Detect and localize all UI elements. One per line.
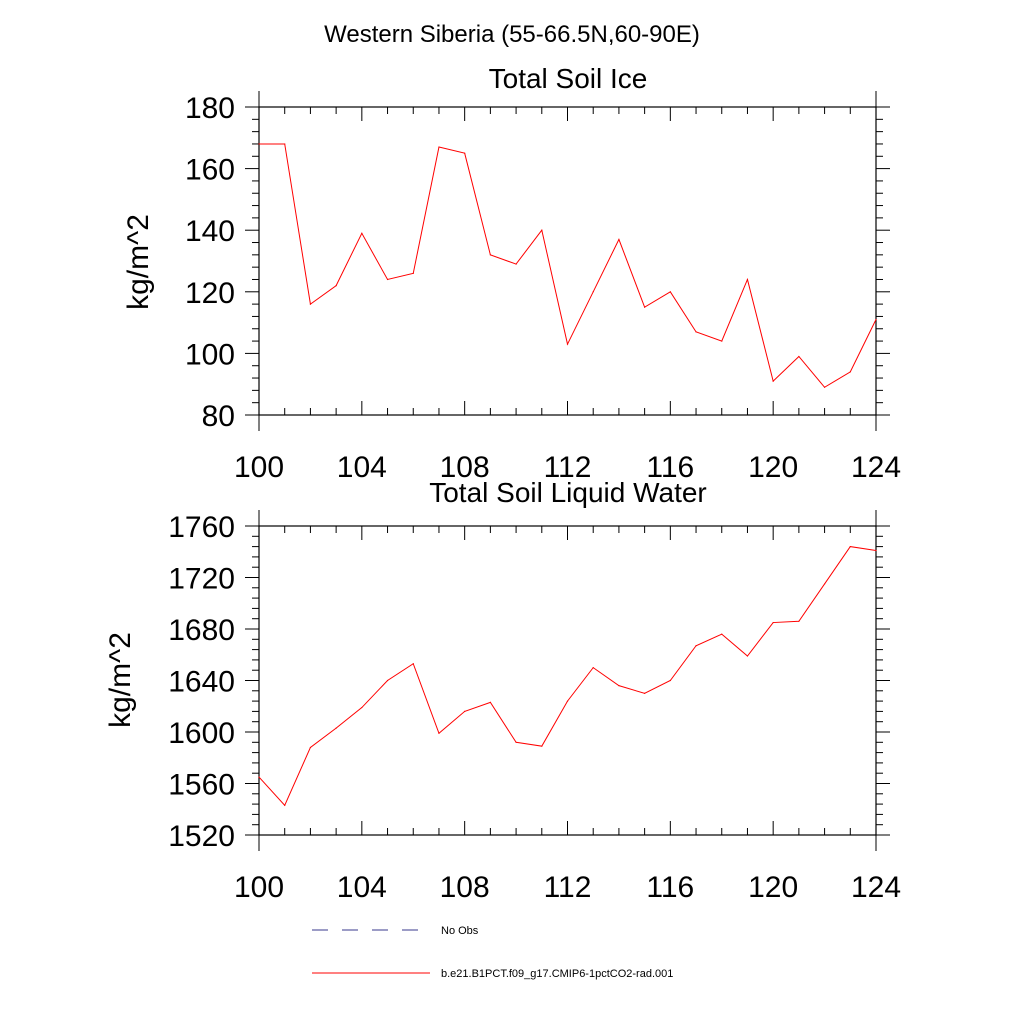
data-point — [284, 804, 286, 806]
data-point — [361, 706, 363, 709]
data-point — [335, 285, 337, 287]
y-tick-label: 1600 — [168, 717, 235, 750]
x-tick-label: 104 — [337, 451, 387, 484]
data-point — [875, 318, 877, 321]
x-tick-label: 104 — [337, 871, 387, 904]
data-point — [746, 655, 749, 657]
legend: No Obs b.e21.B1PCT.f09_g17.CMIP6-1pctCO2… — [312, 925, 673, 980]
data-point — [541, 745, 543, 747]
data-point — [695, 645, 697, 647]
y-tick-label: 1680 — [168, 614, 235, 647]
chart-panel-soil-liquid-water: Total Soil Liquid Water kg/m^2 100 104 108… — [104, 477, 901, 904]
x-tick-label: 124 — [851, 451, 901, 484]
y-tick-label: 160 — [185, 154, 235, 187]
x-tick-label: 116 — [646, 871, 694, 904]
y-tick-label: 1520 — [168, 820, 235, 853]
data-point — [464, 152, 466, 154]
data-point — [721, 340, 723, 342]
plot-frame — [258, 525, 877, 836]
series-line — [259, 143, 877, 388]
data-point — [489, 254, 491, 256]
x-tick-label: 124 — [851, 871, 901, 904]
data-point — [849, 371, 851, 373]
y-tick-label: 1560 — [168, 769, 235, 802]
y-tick-label: 80 — [202, 400, 235, 433]
y-axis-label: kg/m^2 — [104, 632, 137, 728]
data-point — [412, 272, 414, 274]
data-point — [309, 746, 312, 749]
data-point — [772, 621, 774, 624]
data-point — [386, 278, 389, 281]
x-tick-label: 108 — [440, 871, 490, 904]
x-tick-label: 120 — [748, 871, 798, 904]
data-point — [438, 732, 440, 734]
y-tick-label: 180 — [185, 92, 235, 125]
x-tick-label: 112 — [544, 451, 592, 484]
x-tick-label: 116 — [646, 451, 694, 484]
data-point — [592, 667, 594, 669]
data-point — [695, 331, 697, 333]
data-point — [644, 692, 646, 694]
data-point — [284, 143, 286, 145]
data-point — [258, 776, 260, 778]
chart-panel-soil-ice: Total Soil Ice kg/m^2 100 104 108 112 116 120… — [122, 63, 901, 484]
data-point — [618, 685, 620, 687]
data-point — [592, 291, 594, 293]
plot-frame — [258, 106, 877, 416]
data-point — [489, 701, 491, 703]
x-tick-label: 100 — [234, 451, 284, 484]
x-tick-label: 100 — [234, 871, 284, 904]
data-point — [669, 291, 671, 293]
y-axis-label: kg/m^2 — [122, 214, 155, 310]
y-tick-label: 1720 — [168, 563, 235, 596]
data-point — [309, 303, 312, 305]
data-point — [721, 633, 723, 635]
series-line — [258, 546, 877, 807]
data-point — [772, 380, 774, 382]
figure-title: Western Siberia (55-66.5N,60-90E) — [324, 21, 700, 48]
data-point — [541, 229, 543, 231]
data-point — [438, 146, 440, 148]
x-tick-label: 112 — [544, 871, 592, 904]
y-tick-label: 1760 — [168, 511, 235, 544]
y-tick-label: 100 — [185, 338, 235, 371]
data-point — [335, 727, 337, 729]
x-tick-label: 120 — [748, 451, 798, 484]
data-point — [849, 546, 851, 548]
data-point — [515, 741, 517, 743]
y-tick-label: 140 — [185, 215, 235, 248]
data-point — [798, 620, 800, 622]
chart-title: Total Soil Ice — [489, 63, 648, 94]
data-point — [823, 386, 826, 388]
data-point — [823, 583, 826, 585]
data-point — [361, 232, 363, 234]
data-point — [566, 343, 569, 345]
data-point — [464, 710, 466, 713]
data-point — [386, 679, 389, 682]
x-tick-label: 108 — [440, 451, 490, 484]
legend-label-model-run: b.e21.B1PCT.f09_g17.CMIP6-1pctCO2-rad.00… — [441, 968, 673, 980]
data-point — [798, 355, 800, 358]
data-point — [875, 549, 877, 552]
data-point — [258, 143, 260, 145]
data-point — [669, 679, 671, 682]
data-point — [618, 238, 620, 241]
legend-label-no-obs: No Obs — [441, 925, 479, 937]
data-point — [515, 263, 517, 265]
data-point — [412, 663, 414, 665]
data-point — [746, 278, 749, 281]
chart-title: Total Soil Liquid Water — [429, 477, 707, 508]
data-point — [644, 306, 646, 308]
data-point — [566, 700, 569, 702]
y-tick-label: 1640 — [168, 666, 235, 699]
y-tick-label: 120 — [185, 277, 235, 310]
